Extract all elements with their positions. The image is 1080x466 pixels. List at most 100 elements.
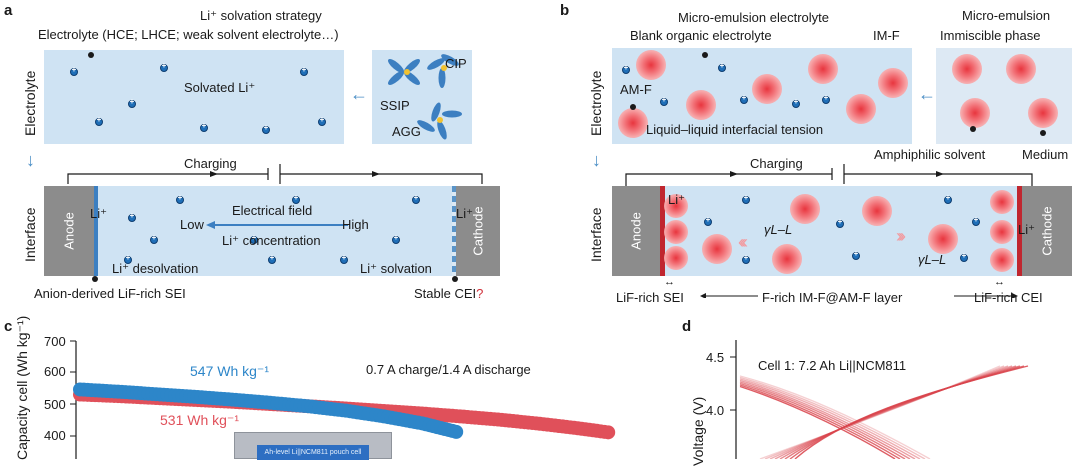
im-f-droplet <box>1006 54 1036 84</box>
li-ion <box>412 193 420 204</box>
li-ion <box>292 193 300 204</box>
b-medium-dot <box>1040 130 1046 136</box>
im-f-droplet <box>790 194 820 224</box>
li-ion <box>972 215 980 226</box>
d-charge-curve <box>794 365 1029 459</box>
b-amphiphilic-label: Amphiphilic solvent <box>874 147 986 162</box>
im-f-droplet <box>990 248 1014 272</box>
d-discharge-curve <box>739 384 901 459</box>
b-sei-layer <box>660 186 665 276</box>
li-ion <box>95 115 103 126</box>
b-layer-pointer-arrows <box>700 293 1018 298</box>
b-medium-label: Medium <box>1022 147 1069 162</box>
a-solvated-label: Solvated Li⁺ <box>184 80 256 95</box>
li-ion <box>822 93 830 104</box>
b-amphiphilic-dot <box>970 126 976 132</box>
im-f-droplet <box>664 220 688 244</box>
im-f-droplet <box>952 54 982 84</box>
li-ion <box>740 93 748 104</box>
b-immiscible-label: Immiscible phase <box>940 28 1041 43</box>
im-f-droplet <box>664 194 688 218</box>
b-amf-label: AM-F <box>620 82 652 97</box>
c-condition-label: 0.7 A charge/1.4 A discharge <box>366 362 531 377</box>
li-ion <box>852 249 860 260</box>
a-concentration-label: Li⁺ concentration <box>222 233 321 248</box>
b-blank-label: Blank organic electrolyte <box>630 28 772 43</box>
b-sei-width-arrow-icon: ↔ <box>664 276 675 288</box>
b-cei-label: LiF-rich CEI <box>974 290 1043 305</box>
chevrons-left-icon: ‹‹‹ <box>738 232 748 252</box>
d-discharge-curve <box>739 381 911 459</box>
c-data-point <box>601 425 616 440</box>
a-solvation-label: Li⁺ solvation <box>360 261 432 276</box>
chevrons-right-icon: ››› <box>896 226 906 246</box>
d-charge-curve <box>764 365 1005 459</box>
cluster-label-agg: AGG <box>392 124 421 139</box>
im-f-droplet <box>862 196 892 226</box>
li-ion <box>704 215 712 226</box>
c-label-red: 531 Wh kg⁻¹ <box>160 412 239 428</box>
a-sei-dot <box>92 276 98 282</box>
d-charge-curve <box>759 365 1001 459</box>
li-ion <box>742 253 750 264</box>
li-ion <box>160 61 168 72</box>
im-f-droplet <box>664 246 688 270</box>
li-ion <box>718 61 726 72</box>
d-ytick: 4.5 <box>706 350 725 365</box>
li-ion <box>660 95 668 106</box>
li-ion <box>268 253 276 264</box>
d-discharge-curve <box>739 375 931 459</box>
a-desolvation-label: Li⁺ desolvation <box>112 261 199 276</box>
b-gamma-label-1: γL–L <box>764 222 793 237</box>
a-cei-dot <box>452 276 458 282</box>
im-f-droplet <box>990 220 1014 244</box>
down-arrow-icon: ↓ <box>592 150 601 170</box>
li-ion <box>340 253 348 264</box>
im-f-droplet <box>846 94 876 124</box>
left-arrow-icon: ← <box>350 84 368 104</box>
panel-letter-b: b <box>560 2 570 19</box>
a-pointer-dot <box>88 52 94 58</box>
c-ytick: 700 <box>44 334 66 349</box>
c-ytick: 400 <box>44 428 66 443</box>
im-f-droplet <box>808 54 838 84</box>
im-f-droplet <box>928 224 958 254</box>
a-charging-label: Charging <box>184 156 237 171</box>
im-f-droplet <box>990 190 1014 214</box>
li-ion <box>262 123 270 134</box>
li-ion <box>70 65 78 76</box>
li-ion <box>300 65 308 76</box>
li-ion <box>622 63 630 74</box>
d-curves <box>739 365 1029 459</box>
d-discharge-curve <box>739 376 926 459</box>
li-ion <box>318 115 326 126</box>
b-pointer-dot <box>702 52 708 58</box>
a-cluster-box <box>372 50 472 144</box>
solvation-cluster-icon <box>388 54 462 140</box>
b-cathode: Cathode <box>1022 186 1072 276</box>
a-title: Li⁺ solvation strategy <box>200 8 322 23</box>
b-charging-label: Charging <box>750 156 803 171</box>
d-cell-label: Cell 1: 7.2 Ah Li||NCM811 <box>758 358 907 373</box>
c-series-blue <box>73 382 464 439</box>
b-li-left: Li⁺ <box>668 192 685 207</box>
a-field-label: Electrical field <box>232 203 313 218</box>
d-ytick: 4.0 <box>706 403 725 418</box>
c-data-point <box>449 424 464 439</box>
b-anode: Anode <box>612 186 660 276</box>
a-electrolyte-box <box>44 50 344 144</box>
b-cei-width-arrow-icon: ↔ <box>994 276 1005 288</box>
b-title: Micro-emulsion electrolyte <box>678 10 829 25</box>
li-ion <box>392 233 400 244</box>
a-cei-label: Stable CEI? <box>414 286 484 301</box>
b-gamma-label-2: γL–L <box>918 252 947 267</box>
li-ion <box>250 233 258 244</box>
im-f-droplet <box>686 90 716 120</box>
d-discharge-curve <box>739 379 916 459</box>
d-discharge-curve <box>739 378 921 459</box>
b-circuit-wire <box>625 164 1033 186</box>
im-f-droplet <box>772 244 802 274</box>
c-label-blue: 547 Wh kg⁻¹ <box>190 363 269 379</box>
